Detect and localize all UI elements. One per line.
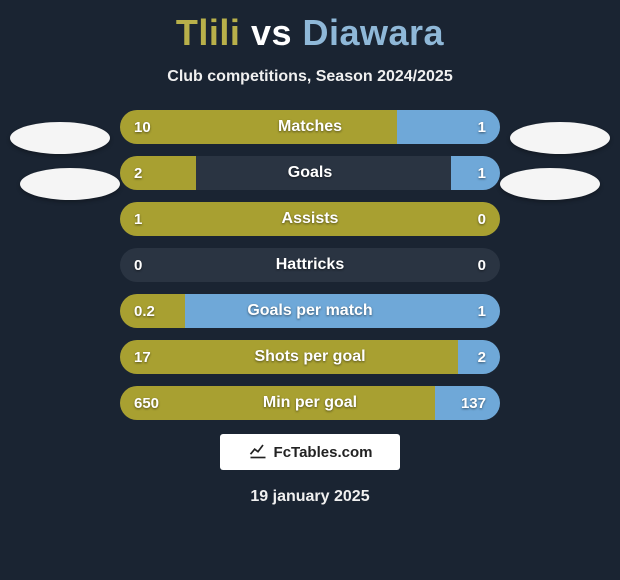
stat-row: Shots per goal172 <box>120 340 500 374</box>
stat-bar-left <box>120 202 500 236</box>
stat-bar-left <box>120 386 435 420</box>
stat-row: Matches101 <box>120 110 500 144</box>
player2-badge-1 <box>510 122 610 154</box>
stat-bar-right <box>451 156 500 190</box>
stat-bar-right <box>185 294 500 328</box>
player2-name: Diawara <box>303 12 445 53</box>
stat-bar-left <box>120 340 458 374</box>
subtitle: Club competitions, Season 2024/2025 <box>0 68 620 86</box>
player2-badge-2 <box>500 168 600 200</box>
chart-icon <box>248 440 268 464</box>
stat-row: Min per goal650137 <box>120 386 500 420</box>
stat-bar-right <box>397 110 500 144</box>
chart-area: Matches101 Goals21 Assists10 Hattricks0 0 Goa… <box>0 110 620 420</box>
stat-bar-left <box>120 294 185 328</box>
stat-value-left: 0 <box>134 248 142 282</box>
player1-name: Tlili <box>176 12 241 53</box>
stat-bar-left <box>120 156 196 190</box>
stat-bar-right <box>458 340 500 374</box>
brand-logo: FcTables.com <box>220 434 400 470</box>
stat-bar-right <box>435 386 500 420</box>
comparison-title: Tlili vs Diawara <box>0 0 620 54</box>
player1-badge-2 <box>20 168 120 200</box>
date-text: 19 january 2025 <box>0 488 620 506</box>
stat-bars-container: Matches101 Goals21 Assists10 Hattricks0 0 Goa… <box>120 110 500 420</box>
stat-row: Goals21 <box>120 156 500 190</box>
stat-row: Hattricks0 0 <box>120 248 500 282</box>
stat-row: Assists10 <box>120 202 500 236</box>
stat-row: Goals per match0.21 <box>120 294 500 328</box>
vs-separator: vs <box>251 12 292 53</box>
player1-badge-1 <box>10 122 110 154</box>
stat-value-right: 0 <box>478 248 486 282</box>
brand-text: FcTables.com <box>274 444 373 461</box>
stat-label: Hattricks <box>120 248 500 282</box>
stat-bar-left <box>120 110 397 144</box>
